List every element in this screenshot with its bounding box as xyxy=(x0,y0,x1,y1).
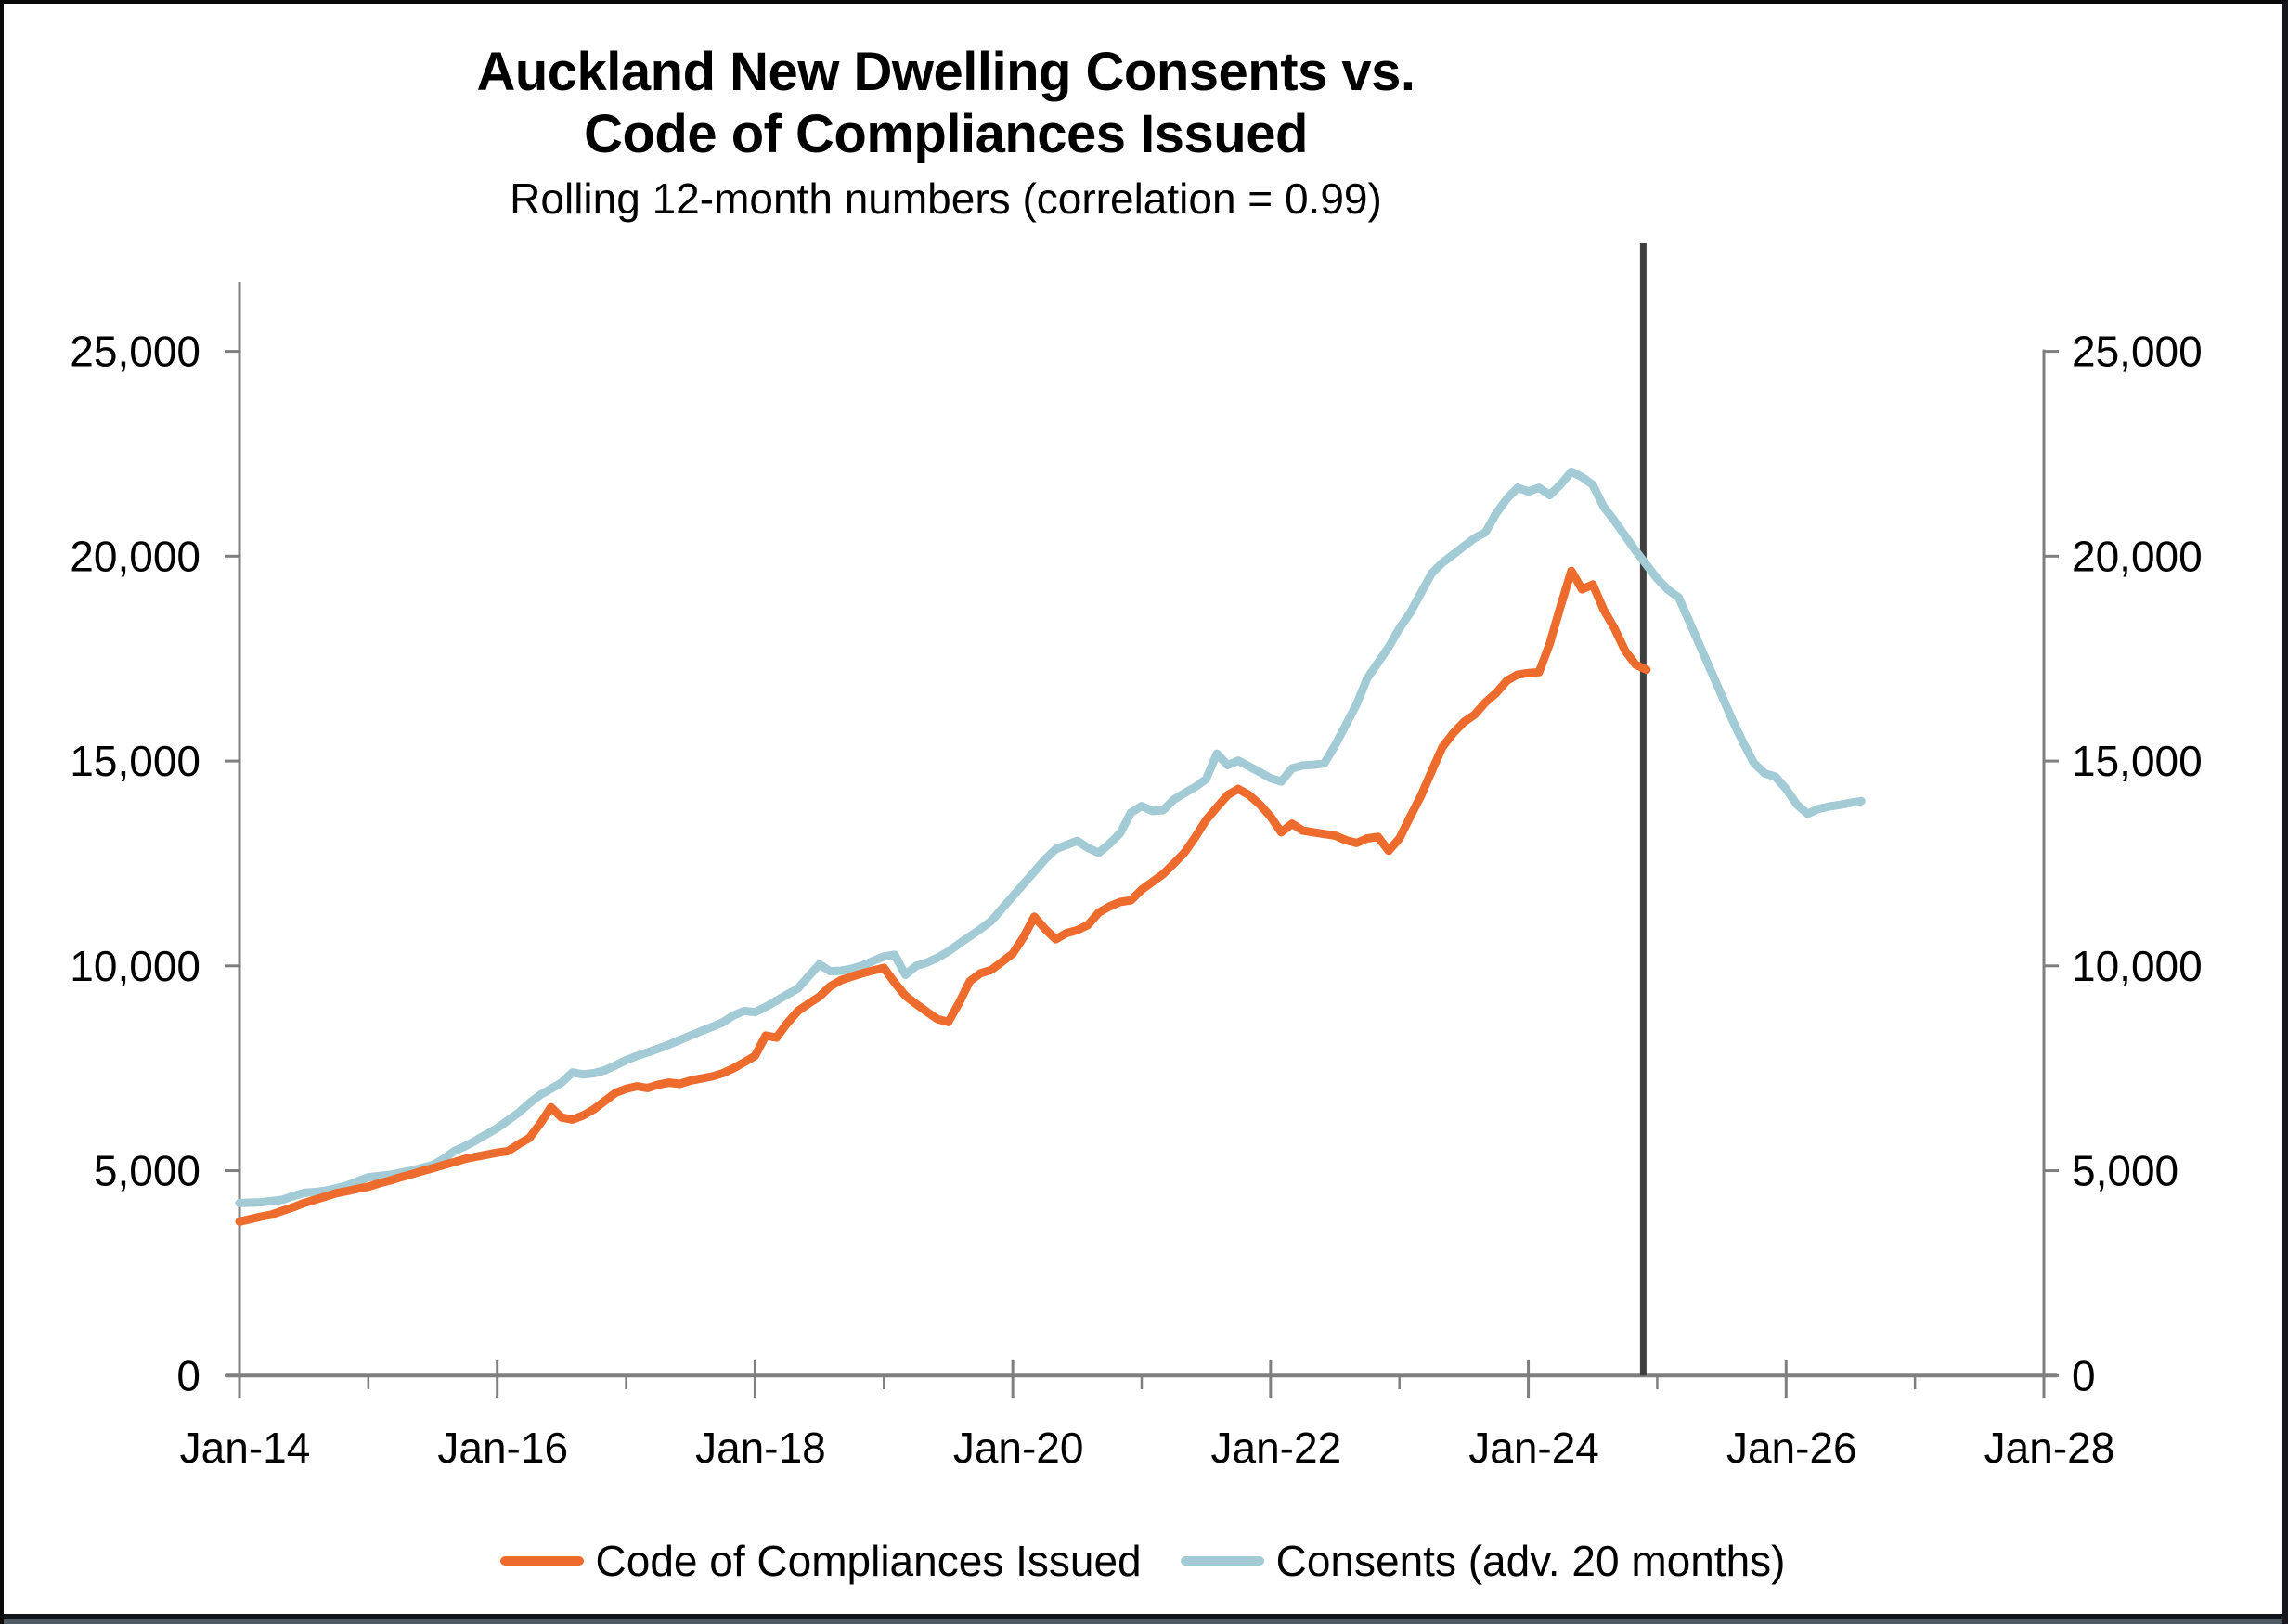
y-axis-label-right: 15,000 xyxy=(2072,737,2203,785)
legend-item-consents: Consents (adv. 20 months) xyxy=(1180,1537,1786,1585)
y-axis-label-left: 0 xyxy=(176,1351,200,1399)
chart-legend: Code of Compliances Issued Consents (adv… xyxy=(4,1533,2282,1589)
legend-label-consents: Consents (adv. 20 months) xyxy=(1275,1537,1786,1585)
chart-subtitle: Rolling 12-month numbers (correlation = … xyxy=(510,174,1382,223)
x-axis-label: Jan-24 xyxy=(1468,1424,1599,1472)
x-axis-label: Jan-20 xyxy=(953,1424,1084,1472)
x-axis-label: Jan-14 xyxy=(180,1424,311,1472)
legend-item-compliances: Code of Compliances Issued xyxy=(499,1537,1142,1585)
consents-line-swatch-icon xyxy=(1180,1556,1264,1566)
y-axis-label-left: 5,000 xyxy=(94,1147,200,1195)
x-axis-label: Jan-18 xyxy=(695,1424,826,1472)
y-axis-label-right: 5,000 xyxy=(2072,1147,2178,1195)
x-axis-label: Jan-16 xyxy=(437,1424,568,1472)
series-line-compliances-issued xyxy=(235,566,1651,1226)
chart-plot-area: 0 0 5,000 5,000 10,000 10,000 15,000 15,000 20,0… xyxy=(70,243,2203,1472)
y-axis-label-left: 10,000 xyxy=(70,942,200,990)
y-axis-label-right: 20,000 xyxy=(2072,532,2203,580)
x-axis-label: Jan-28 xyxy=(1984,1424,2115,1472)
x-axis-label: Jan-26 xyxy=(1726,1424,1857,1472)
window-bottom-edge xyxy=(4,1614,2282,1624)
page-title-line-1: Auckland New Dwelling Consents vs. xyxy=(476,42,1415,102)
y-axis-label-right: 0 xyxy=(2072,1351,2096,1399)
x-axis-label: Jan-22 xyxy=(1211,1424,1342,1472)
y-axis-label-left: 20,000 xyxy=(70,532,200,580)
window-bottom-strip xyxy=(4,1619,2282,1624)
y-axis-label-right: 10,000 xyxy=(2072,942,2203,990)
chart-header: Auckland New Dwelling Consents vs. Code … xyxy=(4,41,1888,225)
legend-label-compliances: Code of Compliances Issued xyxy=(595,1537,1142,1585)
y-axis-label-left: 25,000 xyxy=(70,328,200,376)
y-axis-label-right: 25,000 xyxy=(2072,328,2203,376)
compliances-line-swatch-icon xyxy=(499,1556,584,1566)
y-axis-label-left: 15,000 xyxy=(70,737,200,785)
series-line-consents-advanced xyxy=(235,467,1866,1207)
page-title-line-2: Code of Compliances Issued xyxy=(584,104,1308,164)
